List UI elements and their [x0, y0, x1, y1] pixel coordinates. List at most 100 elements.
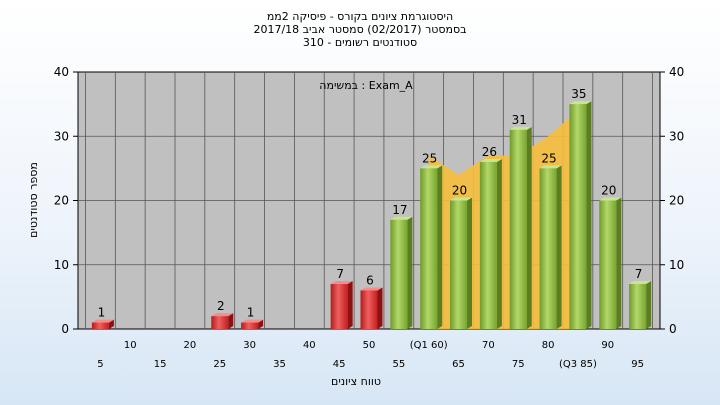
- bar-top: [509, 126, 532, 130]
- bar-top: [450, 197, 473, 201]
- x-tick-label: 30: [243, 340, 256, 351]
- value-label: 25: [422, 151, 437, 165]
- value-label: 25: [541, 151, 556, 165]
- bar-front: [360, 290, 378, 329]
- value-label: 6: [366, 273, 374, 287]
- bar-top: [390, 216, 413, 220]
- bar-front: [479, 161, 497, 329]
- bar-front: [390, 219, 408, 329]
- x-tick-label: (Q1 60): [410, 340, 448, 351]
- bar-top: [330, 281, 353, 285]
- bar-side: [437, 165, 443, 329]
- x-tick-label: 5: [97, 359, 103, 370]
- value-label: 17: [392, 203, 407, 217]
- bar-side: [526, 126, 532, 329]
- bar-top: [629, 281, 652, 285]
- bar: [330, 281, 353, 329]
- bar-front: [330, 284, 348, 329]
- bar: [479, 158, 502, 329]
- y-tick-label-right: 20: [669, 194, 684, 208]
- bar-side: [347, 281, 353, 329]
- bar: [420, 165, 443, 329]
- value-label: 7: [635, 267, 643, 281]
- y-tick-label-right: 30: [669, 129, 684, 143]
- x-tick-label: 75: [512, 359, 525, 370]
- bar: [91, 319, 114, 329]
- x-tick-label: 20: [184, 340, 197, 351]
- bar: [450, 197, 473, 329]
- y-tick-label-left: 30: [54, 129, 69, 143]
- bar: [509, 126, 532, 329]
- bar-front: [211, 316, 229, 329]
- bar-front: [91, 322, 109, 329]
- bar-front: [539, 168, 557, 329]
- x-tick-label: 50: [363, 340, 376, 351]
- bar-side: [258, 319, 264, 329]
- legend-label: במשימה : Exam_A: [319, 79, 413, 92]
- y-tick-label-right: 10: [669, 258, 684, 272]
- bar: [539, 165, 562, 329]
- bar: [241, 319, 264, 329]
- x-tick-label: 45: [333, 359, 346, 370]
- bar-front: [629, 284, 647, 329]
- value-label: 26: [482, 145, 497, 159]
- bar-front: [420, 168, 438, 329]
- value-label: 31: [512, 113, 527, 127]
- bar-top: [211, 313, 234, 317]
- bar-side: [586, 101, 592, 329]
- y-tick-label-right: 40: [669, 65, 684, 79]
- value-label: 35: [571, 87, 586, 101]
- bar-side: [108, 319, 114, 329]
- x-tick-label: 55: [392, 359, 405, 370]
- y-tick-label-left: 20: [54, 194, 69, 208]
- bar-top: [241, 319, 264, 323]
- x-tick-label: 10: [124, 340, 137, 351]
- bar-side: [467, 197, 473, 329]
- bar: [629, 281, 652, 329]
- value-label: 7: [336, 267, 344, 281]
- bar-front: [241, 322, 259, 329]
- x-tick-label: 40: [303, 340, 316, 351]
- y-tick-label-left: 40: [54, 65, 69, 79]
- bar-front: [450, 200, 468, 329]
- bar-side: [496, 158, 502, 329]
- bar-top: [599, 197, 622, 201]
- bar-front: [599, 200, 617, 329]
- value-label: 2: [217, 299, 225, 313]
- bar: [599, 197, 622, 329]
- y-axis-title: מספר סטודנטים: [27, 162, 40, 238]
- bar-side: [556, 165, 562, 329]
- x-tick-label: (Q3 85): [559, 359, 597, 370]
- x-tick-label: 25: [213, 359, 226, 370]
- y-tick-label-right: 0: [669, 322, 677, 336]
- bar-front: [509, 129, 527, 329]
- bar-top: [420, 165, 443, 169]
- bar-top: [539, 165, 562, 169]
- bar: [569, 101, 592, 329]
- bar-front: [569, 104, 587, 329]
- y-tick-label-left: 10: [54, 258, 69, 272]
- x-tick-label: 70: [482, 340, 495, 351]
- bar-top: [479, 158, 502, 162]
- chart-subtitle: בסמסטר (02/2017) סמסטר אביב 2017/18: [253, 23, 467, 36]
- bar: [360, 287, 383, 329]
- chart-title: היסטוגרמת ציונים בקורס - פיסיקה 2ממ: [266, 10, 454, 23]
- bar-side: [377, 287, 383, 329]
- bar-side: [407, 216, 413, 329]
- value-label: 1: [98, 306, 106, 320]
- x-tick-label: 65: [452, 359, 465, 370]
- value-label: 20: [452, 184, 467, 198]
- x-tick-label: 80: [542, 340, 555, 351]
- bar-side: [646, 281, 652, 329]
- chart-titles: היסטוגרמת ציונים בקורס - פיסיקה 2ממ בסמס…: [0, 10, 720, 49]
- x-axis-title: טווח ציונים: [331, 375, 381, 388]
- y-tick-label-left: 0: [61, 322, 69, 336]
- bar-side: [228, 313, 234, 329]
- bar: [211, 313, 234, 329]
- x-tick-label: 35: [273, 359, 286, 370]
- x-tick-label: 90: [601, 340, 614, 351]
- bar-top: [569, 101, 592, 105]
- bar-top: [91, 319, 114, 323]
- value-label: 1: [247, 306, 255, 320]
